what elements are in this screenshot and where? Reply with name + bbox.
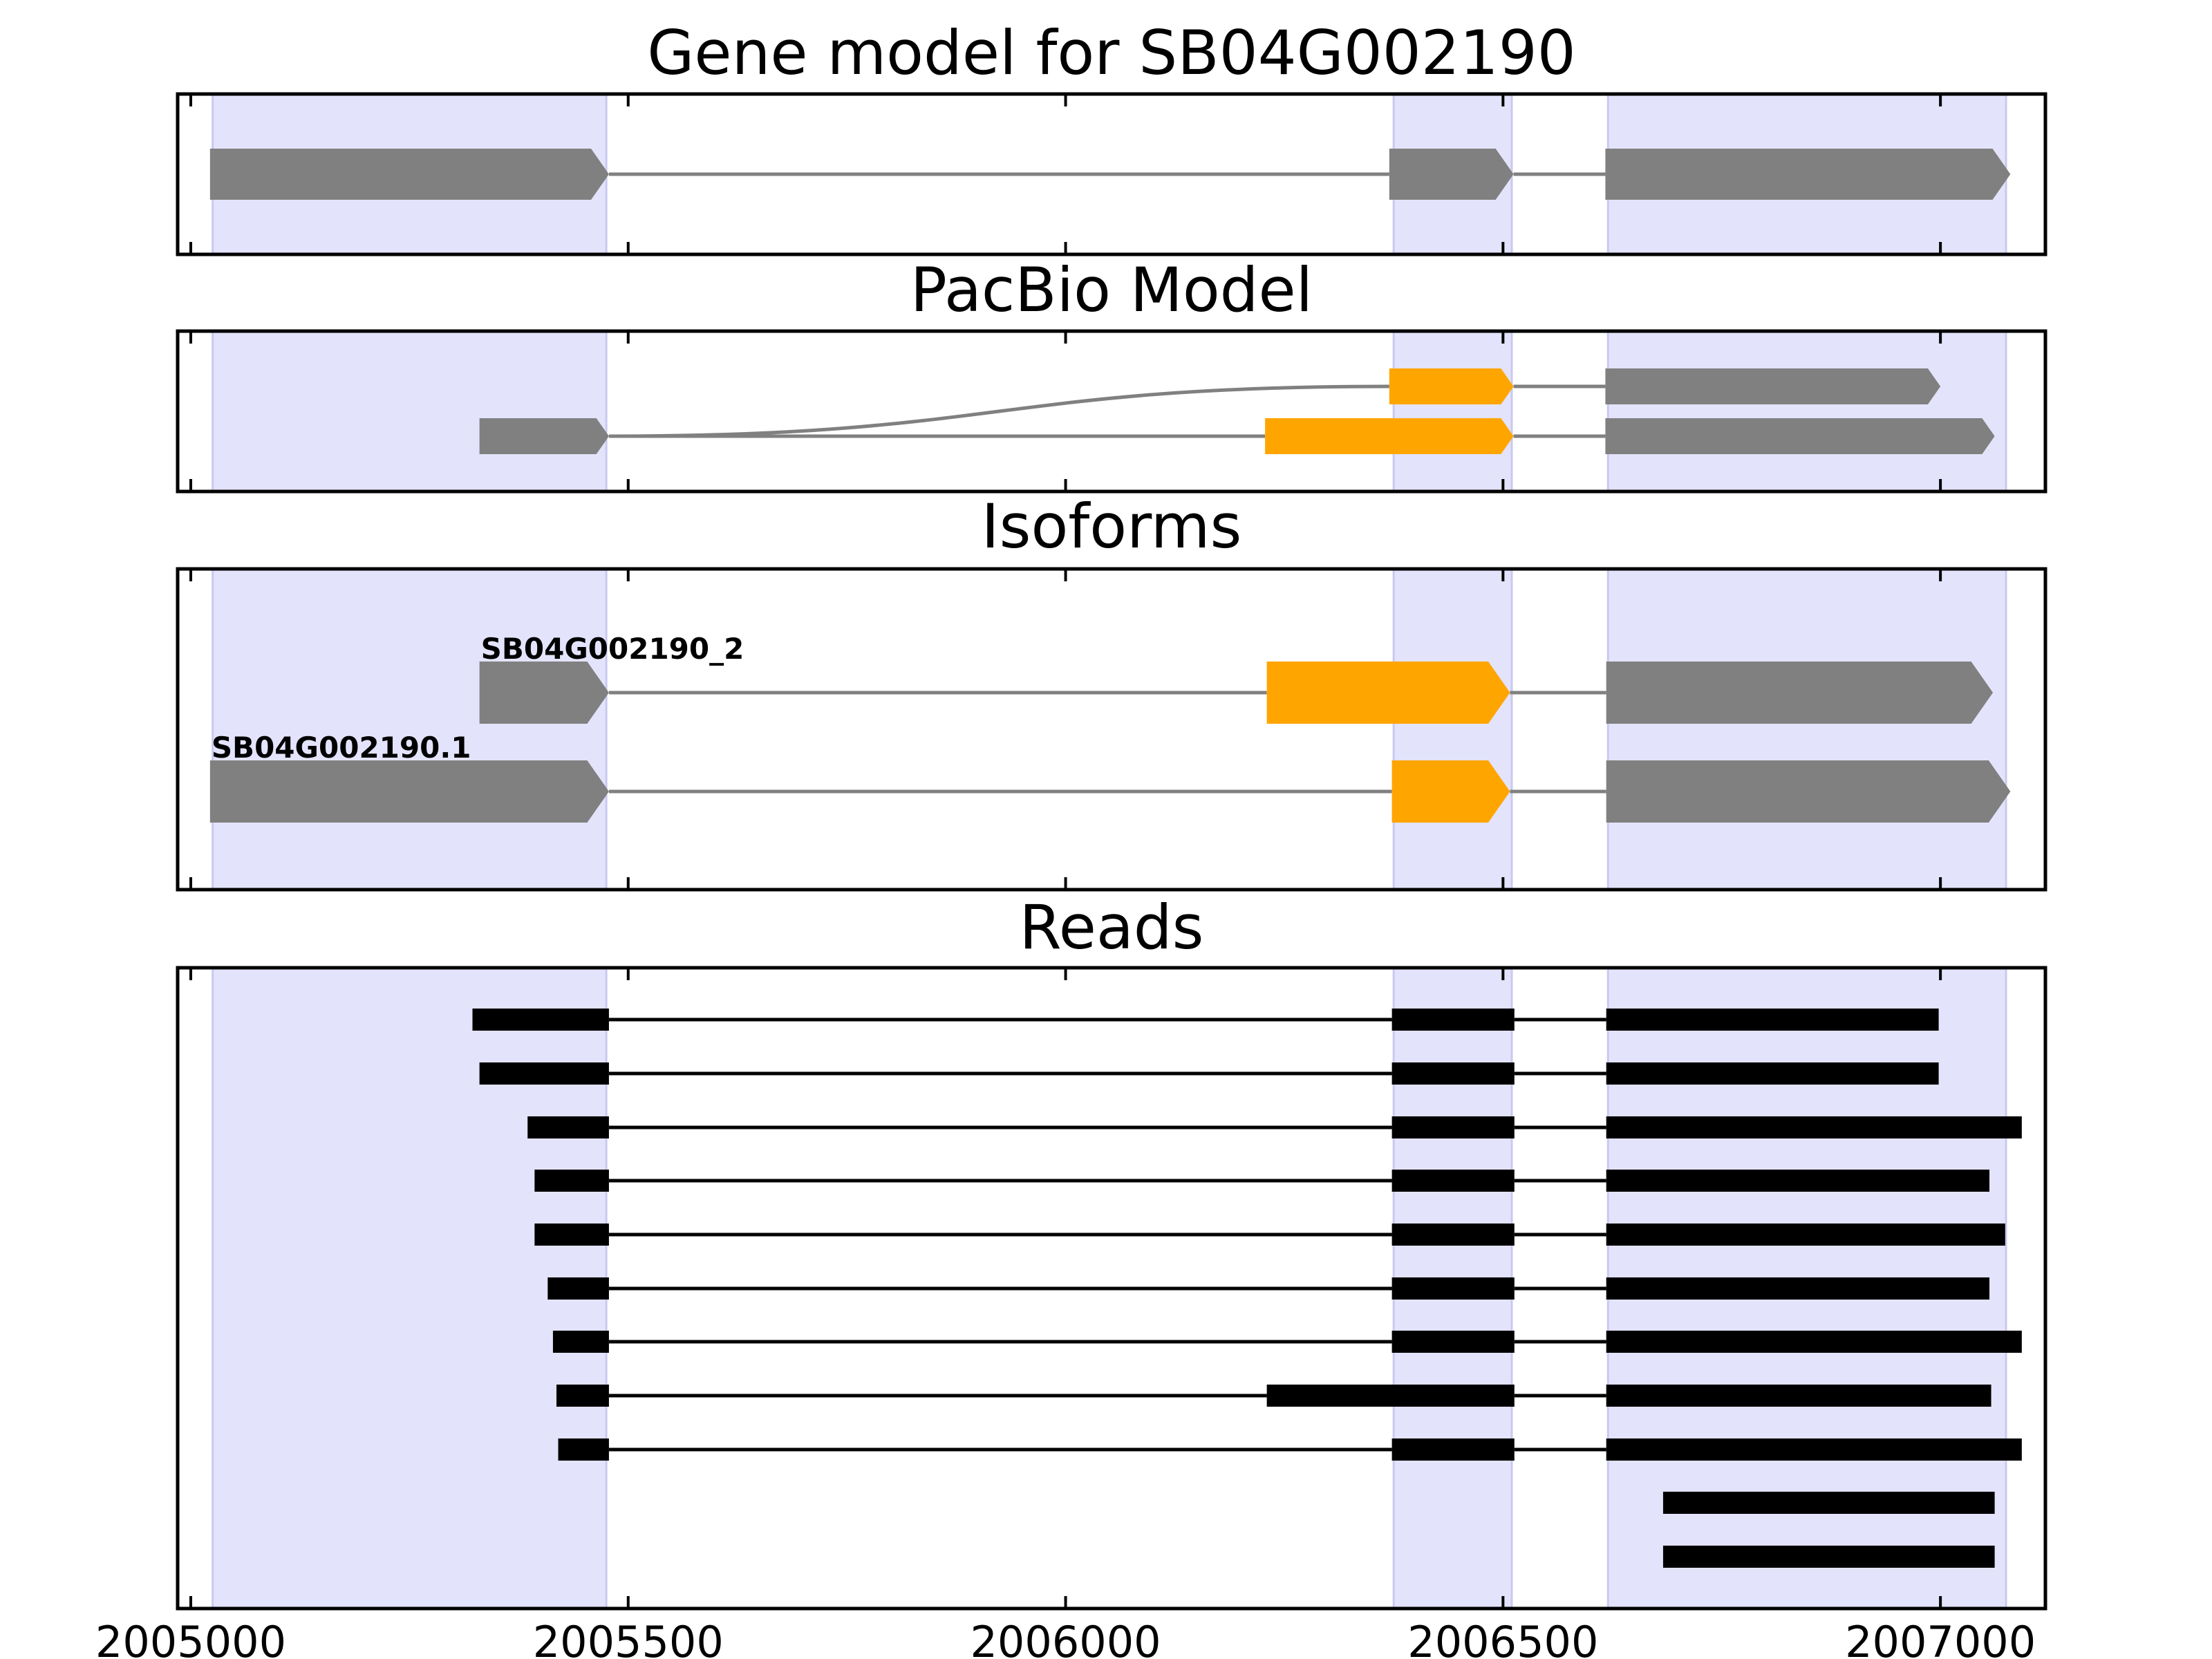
read-block xyxy=(552,1331,609,1353)
read-block xyxy=(1662,1492,1995,1514)
exon-arrow xyxy=(1266,662,1510,724)
read-block xyxy=(1606,1062,1939,1085)
read-block xyxy=(547,1277,609,1300)
x-tick-label: 2005000 xyxy=(95,1617,286,1659)
panel-pacbio: PacBio Model xyxy=(176,254,2047,494)
exon-region-shade xyxy=(212,330,608,493)
read-block xyxy=(534,1224,609,1246)
panel-frame xyxy=(176,567,2047,892)
read-block xyxy=(1606,1277,1990,1300)
exon-arrow xyxy=(1605,149,2011,200)
exon-arrow xyxy=(1389,368,1514,404)
panel-title: PacBio Model xyxy=(910,254,1313,326)
exon-arrow xyxy=(479,662,609,724)
read-block xyxy=(1606,1009,1939,1031)
panel-frame xyxy=(176,92,2047,256)
exon-region-shade xyxy=(1606,568,2007,891)
exon-arrow xyxy=(1389,149,1514,200)
panel-reads: Reads 2005000 2005500 2006000 2006500 2007000 xyxy=(95,892,2047,1659)
x-tick-label: 2007000 xyxy=(1845,1617,2036,1659)
x-tick-label: 2006500 xyxy=(1407,1617,1598,1659)
exon-region-shade xyxy=(1392,330,1513,493)
read-block xyxy=(1391,1116,1515,1138)
read-block xyxy=(1606,1170,1990,1192)
exon-arrow xyxy=(1606,760,2011,823)
read-block xyxy=(1391,1062,1515,1085)
exon-arrow xyxy=(1265,418,1514,454)
panel-gene: Gene model for SB04G002190 xyxy=(176,17,2047,256)
read-block xyxy=(1391,1277,1515,1300)
panel-title: Isoforms xyxy=(982,491,1242,562)
read-block xyxy=(558,1438,609,1461)
isoform-label: SB04G002190_2 xyxy=(481,632,744,666)
panel-frame xyxy=(176,966,2047,1611)
x-tick-label: 2006000 xyxy=(970,1617,1161,1659)
read-block xyxy=(527,1116,609,1138)
exon-arrow xyxy=(1391,760,1510,823)
exon-arrow xyxy=(1606,662,1994,724)
read-block xyxy=(1391,1009,1515,1031)
panel-title: Reads xyxy=(1020,892,1204,963)
intron-curve xyxy=(608,384,1389,438)
exon-region-shade xyxy=(1606,330,2007,493)
read-block xyxy=(1391,1224,1515,1246)
read-block xyxy=(1606,1385,1991,1407)
exon-arrow xyxy=(1605,368,1941,404)
panel-frame xyxy=(176,329,2047,494)
exon-region-shade xyxy=(212,568,608,891)
isoform-label: SB04G002190.1 xyxy=(212,731,471,765)
read-block xyxy=(534,1170,609,1192)
x-tick-label: 2005500 xyxy=(533,1617,724,1659)
read-block xyxy=(1606,1438,2022,1461)
panel-title: Gene model for SB04G002190 xyxy=(647,17,1576,88)
read-block xyxy=(1606,1116,2022,1138)
read-block xyxy=(1391,1331,1515,1353)
read-block xyxy=(472,1009,609,1031)
read-block xyxy=(556,1385,609,1407)
exon-arrow xyxy=(209,149,609,200)
read-block xyxy=(1391,1170,1515,1192)
read-block xyxy=(1606,1331,2022,1353)
read-block xyxy=(479,1062,609,1085)
exon-arrow xyxy=(209,760,609,823)
exon-region-shade xyxy=(1392,568,1513,891)
read-block xyxy=(1662,1546,1995,1568)
exon-arrow xyxy=(1605,418,1995,454)
read-block xyxy=(1266,1385,1515,1407)
read-block xyxy=(1606,1224,2005,1246)
exon-arrow xyxy=(479,418,609,454)
panel-isoform: Isoforms SB04G002190_2 SB04G002190.1 xyxy=(176,491,2047,892)
read-block xyxy=(1391,1438,1515,1461)
